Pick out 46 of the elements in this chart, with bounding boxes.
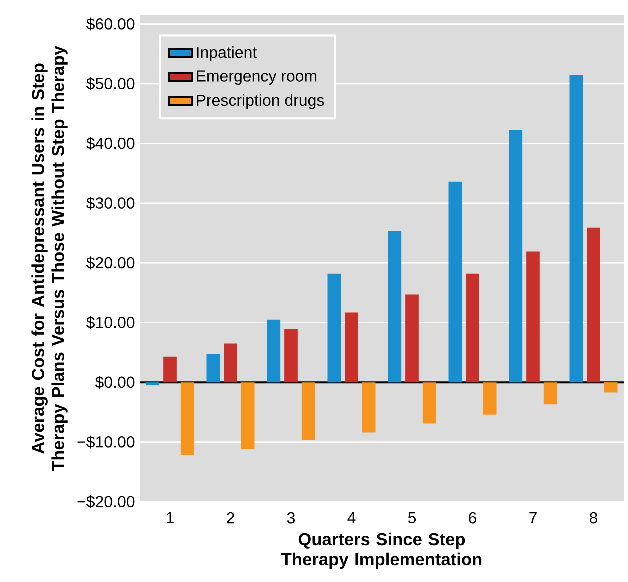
y-tick-label: $40.00 xyxy=(86,137,135,150)
bar xyxy=(164,356,177,383)
legend-label: Inpatient xyxy=(197,46,258,62)
bar xyxy=(224,344,238,383)
bar xyxy=(587,228,600,383)
y-tick-label: $10.00 xyxy=(86,316,135,330)
bar xyxy=(466,274,480,383)
bar xyxy=(448,182,462,383)
x-tick-label: 6 xyxy=(469,512,476,524)
bar xyxy=(406,294,419,383)
x-tick-label: 2 xyxy=(227,512,234,524)
bar xyxy=(345,312,358,383)
y-tick-label: $50.00 xyxy=(86,78,135,90)
bar xyxy=(604,382,618,393)
bar xyxy=(526,252,540,383)
bar xyxy=(206,354,220,383)
x-axis-title: Quarters Since Step Therapy Implementation xyxy=(282,532,482,570)
bar xyxy=(483,382,497,415)
y-axis-title: Average Cost for Antidepressant Users in Step Therapy Plans Versus Those Without Step Therapy xyxy=(32,46,68,472)
bar xyxy=(180,382,194,456)
y-tick-label: $30.00 xyxy=(86,196,135,210)
bar xyxy=(362,382,376,433)
x-tick-label: 3 xyxy=(287,512,295,524)
legend-label: Prescription drugs xyxy=(197,94,324,110)
bar xyxy=(302,382,316,440)
bar xyxy=(509,130,523,383)
x-tick-label: 5 xyxy=(408,512,416,524)
y-tick-label: $20.00 xyxy=(86,256,135,270)
bar xyxy=(267,320,281,383)
y-tick-label: −$10.00 xyxy=(78,436,135,449)
y-tick-label: $60.00 xyxy=(86,18,135,31)
bar xyxy=(570,75,584,383)
bar xyxy=(544,382,558,405)
bar xyxy=(422,382,436,424)
y-tick-label: $0.00 xyxy=(95,376,135,390)
bar xyxy=(328,274,342,383)
bar xyxy=(284,329,298,383)
y-tick-label: −$20.00 xyxy=(78,496,135,508)
x-tick-label: 4 xyxy=(348,512,356,524)
legend-label: Emergency room xyxy=(197,70,317,86)
bar xyxy=(388,231,402,383)
x-tick-label: 8 xyxy=(590,512,598,524)
x-tick-label: 1 xyxy=(167,512,174,524)
x-tick-label: 7 xyxy=(530,512,537,524)
bar xyxy=(241,382,255,450)
bar xyxy=(146,382,160,386)
